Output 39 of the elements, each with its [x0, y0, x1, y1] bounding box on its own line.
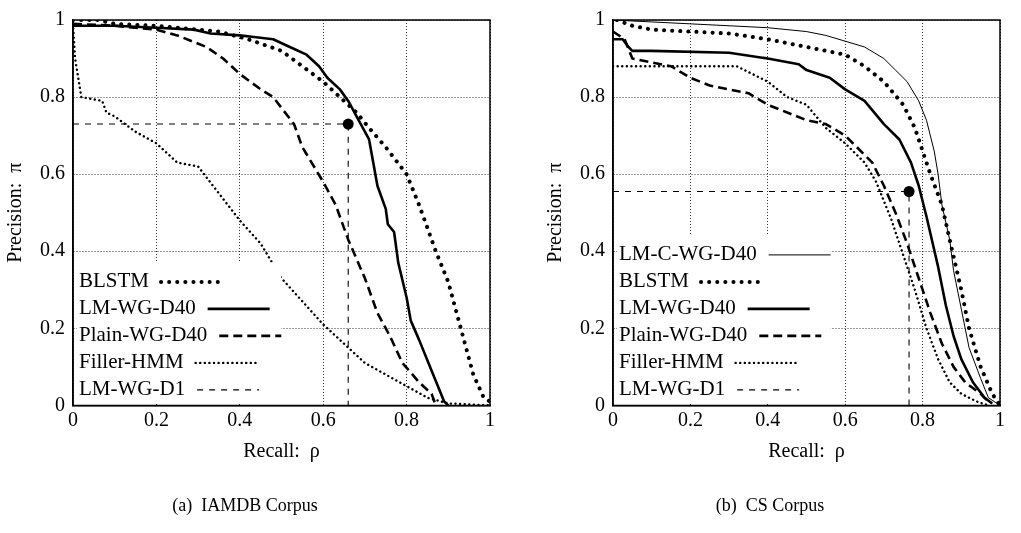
- y-tick-label: 0.4: [40, 238, 65, 261]
- y-tick-label: 0.8: [580, 84, 605, 107]
- y-axis-title: Precision: π: [543, 162, 566, 263]
- legend-label: Plain-WG-D40: [619, 322, 748, 347]
- x-tick-label: 0.2: [677, 407, 703, 430]
- x-tick-label: 0.4: [227, 407, 253, 430]
- y-tick-label: 0.8: [40, 84, 65, 107]
- text: (b) CS Corpus: [715, 494, 825, 516]
- x-tick-label: 1: [485, 407, 495, 430]
- x-tick-label: 0.6: [310, 407, 336, 430]
- y-tick-label: 0.4: [580, 238, 605, 261]
- y-tick-label: 0.6: [580, 161, 605, 184]
- x-axis-title: Recall: ρ: [243, 438, 320, 462]
- x-tick-label: 0.4: [755, 407, 781, 430]
- x-tick-label: 0.6: [832, 407, 858, 430]
- legend-label: Filler-HMM: [79, 349, 184, 374]
- legend-label: LM-WG-D40: [619, 295, 736, 320]
- y-tick-label: 0.2: [580, 315, 605, 338]
- text: (a) IAMDB Corpus: [172, 494, 318, 516]
- legend-label: Plain-WG-D40: [79, 322, 208, 347]
- legend-label: LM-WG-D1: [79, 376, 186, 401]
- y-axis-title: Precision: π: [3, 162, 26, 263]
- x-axis-title: Recall: ρ: [768, 438, 845, 462]
- legend-label: LM-C-WG-D40: [619, 241, 757, 266]
- y-tick-label: 0: [595, 392, 605, 415]
- y-tick-label: 1: [595, 7, 605, 30]
- legend-label: Filler-HMM: [619, 349, 724, 374]
- legend-label: LM-WG-D40: [79, 295, 196, 320]
- x-tick-label: 0.8: [910, 407, 936, 430]
- y-tick-label: 0.6: [40, 161, 65, 184]
- y-tick-label: 0: [55, 392, 65, 415]
- x-tick-label: 0.2: [143, 407, 169, 430]
- y-tick-label: 1: [55, 7, 65, 30]
- x-tick-label: 0.8: [394, 407, 420, 430]
- legend-label: LM-WG-D1: [619, 376, 726, 401]
- x-tick-label: 1: [995, 407, 1005, 430]
- legend-label: BLSTM: [79, 268, 150, 293]
- y-tick-label: 0.2: [40, 315, 65, 338]
- legend-label: BLSTM: [619, 268, 690, 293]
